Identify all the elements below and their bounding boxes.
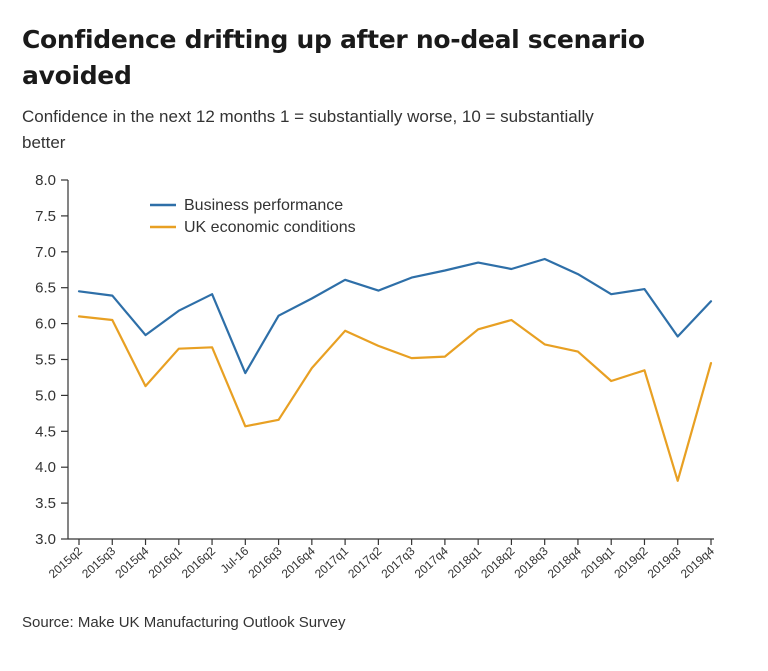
y-tick-label: 7.0 [35,244,56,261]
y-tick-label: 8.0 [35,172,56,189]
x-tick-label: 2016q1 [146,544,185,581]
legend: Business performance UK economic conditio… [150,197,356,236]
y-tick-label: 4.0 [35,459,56,476]
source-note: Source: Make UK Manufacturing Outlook Su… [22,614,346,631]
y-axis: 3.0 3.5 4.0 4.5 5.0 5.5 6.0 6.5 7.0 7.5 8.0 [35,172,69,548]
y-tick-label: 6.5 [35,280,56,297]
series-line-uk-economic-conditions [77,315,713,482]
y-tick-label: 7.5 [35,208,56,225]
y-tick-label: 6.0 [35,316,56,333]
x-tick-label: 2016q2 [179,544,218,581]
x-tick-label: 2017q1 [312,544,351,581]
x-tick-label: 2019q3 [645,544,684,581]
x-tick-label: 2016q3 [245,544,284,581]
y-tick-label: 5.0 [35,387,56,404]
x-tick-label: 2015q2 [46,544,85,581]
chart-subtitle: Confidence in the next 12 months 1 = sub… [22,107,594,152]
x-tick-label: 2016q4 [279,544,318,581]
legend-label: Business performance [184,197,343,214]
legend-label: UK economic conditions [184,219,356,236]
x-tick-label: 2015q4 [112,544,151,581]
y-tick-label: 3.0 [35,531,56,548]
x-tick-label: 2017q2 [345,544,384,581]
x-tick-label: 2018q2 [478,544,517,581]
x-tick-label: 2017q4 [412,544,451,581]
x-tick-label: 2015q3 [79,544,118,581]
x-tick-label: 2019q1 [578,544,617,581]
y-tick-label: 4.5 [35,423,56,440]
x-tick-label: 2018q4 [545,544,584,581]
x-tick-label: 2018q3 [512,544,551,581]
x-tick-label: 2018q1 [445,544,484,581]
x-tick-label: 2019q2 [611,544,650,581]
y-tick-label: 5.5 [35,352,56,369]
y-tick-label: 3.5 [35,495,56,512]
chart-title: Confidence drifting up after no-deal sce… [22,25,645,90]
x-tick-label: 2019q4 [678,544,717,581]
series-layer [77,257,713,482]
series-line-business-performance [77,257,713,375]
x-tick-label: 2017q3 [379,544,418,581]
